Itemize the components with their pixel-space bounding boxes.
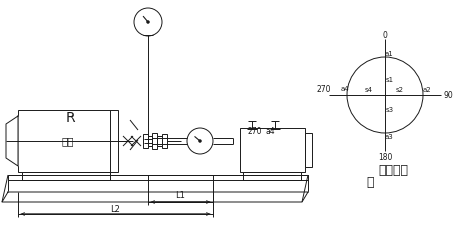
Text: a3: a3 xyxy=(385,134,393,140)
Circle shape xyxy=(146,21,150,24)
Bar xyxy=(18,110,118,172)
Circle shape xyxy=(199,139,201,142)
Text: 图: 图 xyxy=(366,177,374,190)
Text: a4: a4 xyxy=(341,86,349,92)
Bar xyxy=(240,128,305,172)
Bar xyxy=(152,133,157,149)
Text: s3: s3 xyxy=(386,107,394,113)
Bar xyxy=(148,136,152,146)
Text: a4: a4 xyxy=(265,126,275,136)
Text: s4: s4 xyxy=(365,87,373,93)
Text: 90: 90 xyxy=(443,90,453,99)
Text: 270: 270 xyxy=(317,85,331,93)
Bar xyxy=(243,172,301,180)
Bar xyxy=(8,175,308,192)
Text: 0: 0 xyxy=(383,30,387,39)
Text: 电机: 电机 xyxy=(62,136,74,146)
Text: R: R xyxy=(65,111,75,125)
Circle shape xyxy=(187,128,213,154)
Text: a2: a2 xyxy=(423,87,432,93)
Polygon shape xyxy=(6,116,18,166)
Bar xyxy=(22,172,110,180)
Polygon shape xyxy=(2,192,308,202)
Text: a1: a1 xyxy=(385,51,393,57)
Bar xyxy=(305,133,312,167)
Bar xyxy=(157,136,162,146)
Circle shape xyxy=(134,8,162,36)
Text: 测量记录: 测量记录 xyxy=(378,164,408,177)
Text: L2: L2 xyxy=(111,205,120,215)
Bar xyxy=(143,134,148,148)
Text: 180: 180 xyxy=(378,153,392,161)
Bar xyxy=(162,134,167,148)
Text: L1: L1 xyxy=(176,191,186,201)
Text: s1: s1 xyxy=(386,77,394,83)
Text: 270: 270 xyxy=(247,126,261,136)
Text: s2: s2 xyxy=(396,87,404,93)
